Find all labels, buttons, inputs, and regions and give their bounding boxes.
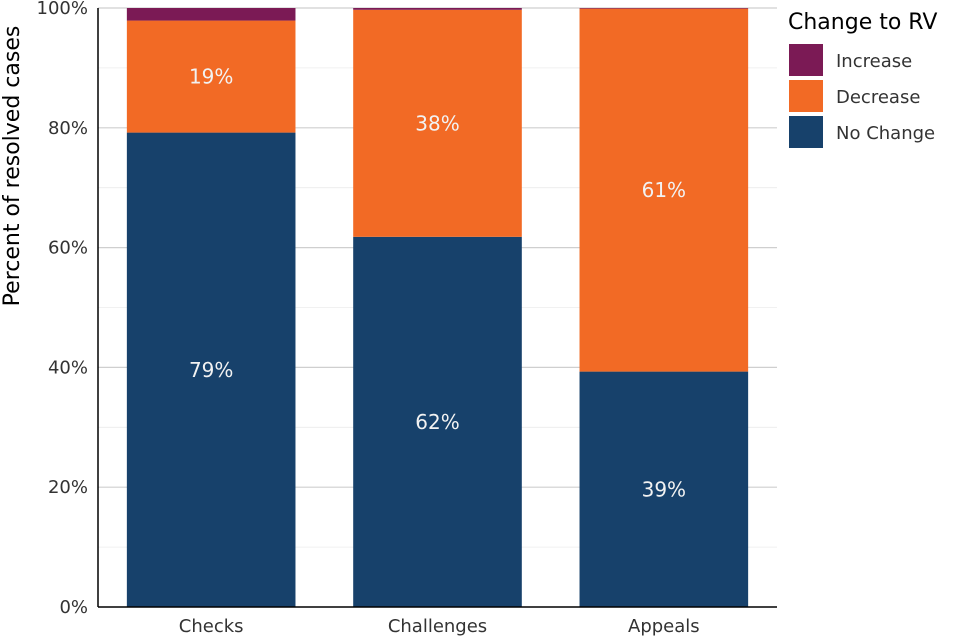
legend-title: Change to RV <box>788 10 937 35</box>
bars <box>126 8 749 608</box>
y-tick-label: 80% <box>48 118 88 139</box>
y-tick-labels: 0% 20% 40% 60% 80% 100% <box>37 0 88 618</box>
bar-segment-no-change <box>353 236 522 607</box>
bar-value-label: 19% <box>189 65 233 89</box>
legend-swatch <box>789 44 823 76</box>
y-tick-label: 40% <box>48 357 88 378</box>
y-axis-title: Percent of resolved cases <box>0 26 25 307</box>
x-tick-labels: Checks Challenges Appeals <box>179 616 700 637</box>
x-tick-label: Checks <box>179 616 244 637</box>
legend-label: No Change <box>836 123 935 144</box>
x-tick-label: Appeals <box>628 616 700 637</box>
bar-segment-decrease <box>353 9 522 237</box>
bar-segment-increase <box>579 8 749 9</box>
bar-value-label: 62% <box>415 410 459 434</box>
legend-label: Decrease <box>836 87 920 108</box>
y-tick-label: 0% <box>59 597 88 618</box>
y-tick-label: 20% <box>48 477 88 498</box>
legend: Change to RV Increase Decrease No Change <box>788 10 937 148</box>
axes <box>97 8 777 608</box>
bar-value-label: 38% <box>415 111 459 135</box>
bar-segment-no-change <box>579 371 749 607</box>
bar-value-label: 79% <box>189 358 233 382</box>
legend-swatch <box>789 116 823 148</box>
bar-segment-decrease <box>126 20 296 133</box>
legend-swatch <box>789 80 823 112</box>
bar-segment-increase <box>126 8 296 21</box>
bar-segment-no-change <box>126 132 296 608</box>
bar-value-labels: 79% 19% 62% 38% 39% 61% <box>189 65 686 502</box>
x-tick-label: Challenges <box>388 616 487 637</box>
bar-segment-decrease <box>579 8 749 372</box>
bar-segment-increase <box>353 8 522 10</box>
y-tick-label: 100% <box>37 0 88 19</box>
bar-value-label: 39% <box>642 477 686 501</box>
bar-value-label: 61% <box>642 178 686 202</box>
y-tick-label: 60% <box>48 238 88 259</box>
legend-label: Increase <box>836 51 912 72</box>
legend-items: Increase Decrease No Change <box>789 44 935 148</box>
